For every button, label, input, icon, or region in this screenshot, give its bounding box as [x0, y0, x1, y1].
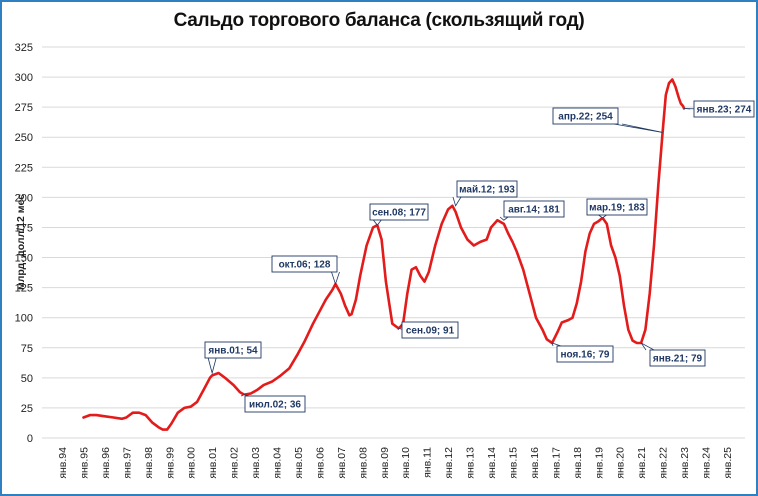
- x-tick-label: янв.01: [207, 447, 219, 479]
- data-label-callout: янв.01; 54: [204, 341, 262, 375]
- y-tick-label: 100: [15, 313, 33, 325]
- y-tick-label: 0: [27, 433, 33, 445]
- y-tick-label: 300: [15, 72, 33, 84]
- data-label-text: мар.19; 183: [589, 203, 645, 214]
- data-label-box: [204, 341, 262, 359]
- x-tick-label: янв.08: [357, 447, 369, 479]
- x-tick-label: янв.13: [465, 447, 477, 479]
- x-tick-label: янв.22: [658, 447, 670, 479]
- x-tick-label: янв.03: [250, 447, 262, 479]
- x-tick-label: янв.97: [121, 447, 133, 479]
- data-label-callout: янв.21; 79: [640, 342, 706, 367]
- y-tick-label: 200: [15, 192, 33, 204]
- data-label-text: сен.09; 91: [406, 326, 455, 337]
- y-tick-label: 150: [15, 253, 33, 265]
- data-label-text: янв.01; 54: [208, 346, 258, 357]
- y-tick-label: 275: [15, 102, 33, 114]
- x-tick-label: янв.16: [529, 447, 541, 479]
- x-tick-label: янв.06: [314, 447, 326, 479]
- x-tick-label: янв.17: [550, 447, 562, 479]
- data-label-text: янв.23; 274: [697, 105, 752, 116]
- data-label-box: [244, 395, 306, 413]
- y-axis-ticks: 0 25 50 75 100 125 150 175 200 225 250 275 300 325: [15, 42, 33, 445]
- data-label-box: [586, 198, 648, 216]
- x-tick-label: янв.99: [164, 447, 176, 479]
- x-tick-label: янв.20: [615, 447, 627, 479]
- data-label-box: [401, 321, 459, 339]
- data-label-callout: ноя.16; 79: [551, 342, 614, 363]
- y-tick-label: 125: [15, 283, 33, 295]
- y-tick-label: 250: [15, 132, 33, 144]
- data-labels: янв.01; 54 июл.02; 36 окт.06; 128 сен.08; 1…: [204, 100, 755, 413]
- x-tick-label: янв.24: [701, 447, 713, 479]
- chart-title: Сальдо торгового баланса (скользящий год…: [173, 10, 585, 31]
- x-tick-label: янв.12: [443, 447, 455, 479]
- x-axis-ticks: янв.94 янв.95 янв.96 янв.97 янв.98 янв.99 янв.…: [57, 447, 734, 479]
- data-label-box: [556, 345, 614, 363]
- x-tick-label: янв.00: [186, 447, 198, 479]
- x-tick-label: янв.25: [722, 447, 734, 479]
- trade-balance-line: [82, 78, 686, 431]
- x-tick-label: янв.21: [636, 447, 648, 479]
- data-label-callout: мар.19; 183: [586, 198, 648, 219]
- x-tick-label: янв.07: [336, 447, 348, 479]
- data-label-box: [552, 107, 619, 125]
- data-label-box: [693, 100, 755, 118]
- y-tick-label: 175: [15, 222, 33, 234]
- data-label-box: [271, 255, 338, 273]
- x-tick-label: янв.95: [78, 447, 90, 479]
- data-label-text: июл.02; 36: [249, 400, 301, 411]
- data-label-callout: авг.14; 181: [499, 200, 565, 221]
- data-label-text: янв.21; 79: [653, 354, 703, 365]
- data-label-callout: окт.06; 128: [271, 255, 340, 286]
- data-label-callout: апр.22; 254: [552, 107, 663, 133]
- y-tick-label: 25: [21, 403, 33, 415]
- y-tick-label: 50: [21, 373, 33, 385]
- x-tick-label: янв.15: [507, 447, 519, 479]
- data-label-text: ноя.16; 79: [561, 350, 610, 361]
- data-label-text: авг.14; 181: [508, 205, 560, 216]
- y-tick-label: 225: [15, 162, 33, 174]
- x-tick-label: янв.14: [486, 447, 498, 479]
- x-tick-label: янв.05: [293, 447, 305, 479]
- data-label-callout: июл.02; 36: [240, 394, 306, 413]
- x-tick-label: янв.04: [272, 447, 284, 479]
- x-tick-label: янв.11: [422, 447, 434, 478]
- x-tick-label: янв.10: [400, 447, 412, 479]
- data-label-callout: янв.23; 274: [684, 100, 755, 118]
- x-tick-label: янв.02: [229, 447, 241, 479]
- x-tick-label: янв.96: [100, 447, 112, 479]
- x-tick-label: янв.98: [143, 447, 155, 479]
- data-label-box: [456, 180, 518, 198]
- gridlines: [42, 46, 745, 439]
- data-label-box: [503, 200, 565, 218]
- y-tick-label: 325: [15, 42, 33, 54]
- data-label-box: [369, 203, 429, 221]
- data-label-callout: сен.08; 177: [369, 203, 429, 226]
- data-label-text: окт.06; 128: [279, 260, 331, 271]
- y-axis-label: млрд. долл/12 мес: [15, 194, 27, 290]
- x-tick-label: янв.09: [379, 447, 391, 479]
- data-label-text: сен.08; 177: [372, 208, 426, 219]
- data-label-callout: май.12; 193: [452, 180, 518, 207]
- x-tick-label: янв.94: [57, 447, 69, 479]
- x-tick-label: янв.23: [679, 447, 691, 479]
- x-tick-label: янв.19: [593, 447, 605, 479]
- data-label-box: [649, 349, 706, 367]
- data-label-callout: сен.09; 91: [397, 321, 459, 339]
- x-tick-label: янв.18: [572, 447, 584, 479]
- y-tick-label: 75: [21, 343, 33, 355]
- data-label-text: май.12; 193: [459, 185, 515, 196]
- data-label-text: апр.22; 254: [558, 112, 613, 123]
